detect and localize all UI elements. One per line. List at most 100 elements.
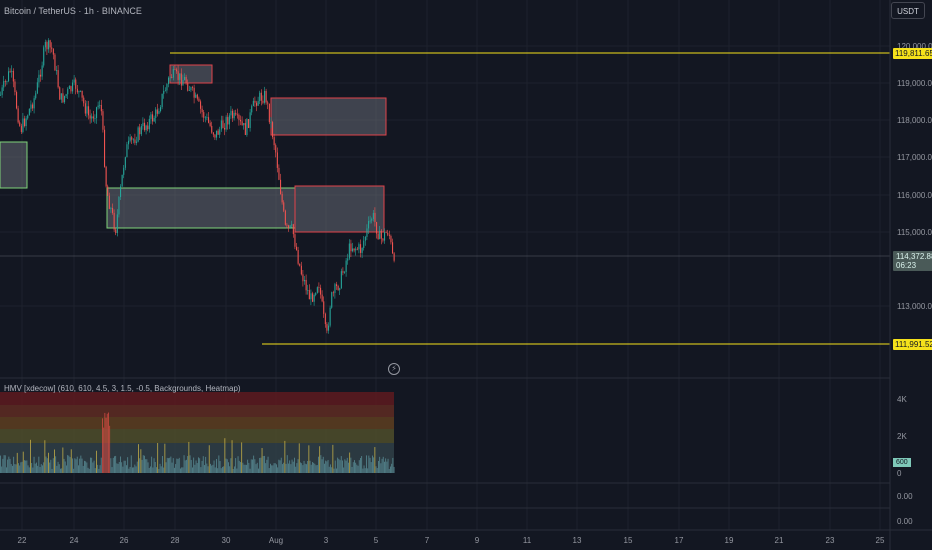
candle-body xyxy=(148,118,150,130)
volume-bar xyxy=(212,464,214,473)
candle-body xyxy=(185,77,187,84)
indicator-title[interactable]: HMV [xdecow] (610, 610, 4.5, 3, 1.5, -0.… xyxy=(4,384,241,393)
volume-bar xyxy=(246,464,247,473)
volume-bar xyxy=(70,449,72,473)
volume-bar xyxy=(267,456,269,473)
time-axis-label: 17 xyxy=(674,536,684,545)
candle-body xyxy=(377,233,379,240)
volume-bar xyxy=(132,467,133,473)
level-low-tag[interactable]: 111,991.52 xyxy=(893,339,932,350)
candle-body xyxy=(36,82,38,94)
candle-body xyxy=(360,244,362,253)
volume-bar xyxy=(72,458,73,473)
candle-body xyxy=(352,248,354,252)
candle-body xyxy=(270,122,272,123)
volume-bar xyxy=(333,468,335,473)
volume-bar xyxy=(31,462,33,473)
candle-body xyxy=(56,70,58,71)
candle-body xyxy=(112,208,114,213)
symbol-title[interactable]: Bitcoin / TetherUS · 1h · BINANCE xyxy=(4,6,142,16)
volume-bar xyxy=(116,463,118,473)
time-axis-label: 26 xyxy=(119,536,129,545)
candle-body xyxy=(384,232,386,241)
candle-body xyxy=(292,224,294,235)
volume-bar xyxy=(1,466,3,473)
volume-bar xyxy=(343,467,345,473)
candle-body xyxy=(104,129,106,167)
volume-bar xyxy=(358,460,360,473)
candle-body xyxy=(339,288,341,291)
volume-bar xyxy=(217,468,219,473)
volume-bar xyxy=(80,455,82,473)
volume-bar xyxy=(220,468,222,473)
lower-pane-axis-label: 0.00 xyxy=(897,492,913,501)
candle-body xyxy=(164,90,166,92)
volume-bar xyxy=(18,463,19,473)
volume-bar xyxy=(370,462,372,473)
volume-bar xyxy=(298,443,300,473)
candle-body xyxy=(65,94,67,96)
candle-body xyxy=(57,70,59,88)
candle-body xyxy=(361,248,363,253)
volume-bar xyxy=(369,457,371,473)
demand-zone-left xyxy=(0,141,28,189)
candle-body xyxy=(96,107,98,119)
volume-bar xyxy=(296,463,298,473)
candle-body xyxy=(121,174,123,187)
candle-body xyxy=(155,109,157,118)
time-axis-label: 22 xyxy=(17,536,27,545)
candle-body xyxy=(393,253,395,261)
price-label: 120,000.00 xyxy=(897,42,932,51)
volume-bar xyxy=(272,465,274,473)
volume-bar xyxy=(362,468,364,473)
level-high-tag[interactable]: 119,811.65 xyxy=(893,48,932,59)
candle-body xyxy=(296,246,298,251)
candle-body xyxy=(387,232,389,235)
volume-bar xyxy=(25,460,27,473)
candle-body xyxy=(275,145,277,153)
candle-body xyxy=(80,90,82,92)
volume-bar xyxy=(8,456,10,473)
currency-button[interactable]: USDT xyxy=(891,2,925,19)
volume-bar xyxy=(180,468,181,473)
candle-body xyxy=(100,105,102,112)
candle-body xyxy=(68,86,70,90)
candle-body xyxy=(224,127,226,130)
candle-body xyxy=(9,71,11,73)
volume-bar xyxy=(117,463,119,473)
volume-bar xyxy=(147,462,149,473)
current-price-value: 114,372.88 xyxy=(896,252,932,261)
candle-body xyxy=(214,134,216,138)
volume-bar xyxy=(208,445,210,473)
candle-body xyxy=(176,69,178,72)
volume-bar xyxy=(163,467,165,473)
volume-bar xyxy=(265,463,267,473)
bolt-icon[interactable]: ⚡ xyxy=(388,363,400,375)
candle-body xyxy=(243,123,245,126)
candle-body xyxy=(108,195,110,209)
candle-body xyxy=(230,110,232,116)
volume-bar xyxy=(373,457,375,473)
volume-bar xyxy=(310,464,312,473)
volume-bar xyxy=(9,458,11,473)
candle-body xyxy=(182,80,184,86)
candle-body xyxy=(86,106,88,114)
candle-body xyxy=(302,274,304,282)
candle-body xyxy=(12,70,14,82)
candle-body xyxy=(16,92,18,109)
volume-bar xyxy=(204,465,205,473)
volume-bar xyxy=(189,455,191,473)
volume-bar xyxy=(175,464,177,473)
volume-bar xyxy=(201,460,203,473)
candle-body xyxy=(161,93,163,108)
volume-bar xyxy=(306,464,307,473)
volume-bar xyxy=(336,468,337,473)
candle-body xyxy=(267,102,269,104)
candle-body xyxy=(232,110,234,119)
candle-body xyxy=(312,293,314,302)
volume-bar xyxy=(14,464,16,473)
candle-body xyxy=(368,221,370,229)
volume-bar xyxy=(368,455,370,473)
volume-bar xyxy=(42,465,43,473)
